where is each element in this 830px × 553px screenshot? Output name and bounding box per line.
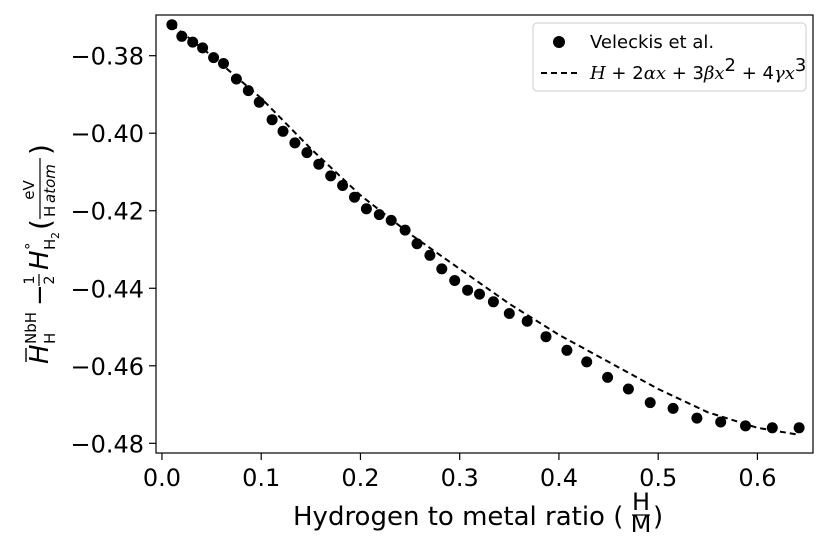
y-label-unit-den-italic: atom [41,164,59,203]
data-point [187,36,199,48]
y-label-symbol: H [25,344,55,364]
y-label-half-den: 2 [42,276,58,285]
legend-fit-part-4: + 4 [736,63,774,84]
data-point [540,331,552,343]
data-point [385,214,397,226]
data-point [218,58,229,69]
plot-frame [155,14,814,454]
y-label-half-num: 1 [22,276,38,285]
data-point [411,238,423,250]
legend-box [532,22,807,92]
x-tick-label: 0.0 [143,464,181,492]
data-point [166,19,178,31]
x-axis-title-frac-num: H [632,488,650,516]
y-tick-label: −0.40 [70,120,144,148]
data-point [715,416,727,428]
data-point [644,397,656,409]
data-point [337,180,349,191]
y-label-superscript: NbH [22,312,40,344]
x-tick-label: 0.5 [639,464,677,492]
data-point [277,125,289,137]
x-axis-title: Hydrogen to metal ratio ( H M ) [293,488,663,538]
data-point [230,73,242,85]
y-tick-label: −0.38 [70,43,144,71]
data-point [602,371,614,383]
data-point [667,402,679,414]
y-label-paren-open: ( [24,219,57,230]
data-point [208,52,220,64]
data-point [622,383,634,395]
y-tick-label: −0.44 [70,275,144,303]
data-point [487,296,499,308]
legend-fit-part-exp3: 3 [795,55,806,76]
data-point [301,147,313,159]
data-point [474,288,485,300]
y-label-superscript2: ° [22,243,40,251]
legend-fit-part-gx: γx [774,63,795,84]
data-point [399,224,411,236]
y-label-symbol2: H [25,250,55,270]
data-point [462,284,474,296]
y-label-subscript2-index: 2 [49,232,62,239]
x-tick-label: 0.1 [242,464,280,492]
legend: Veleckis et al. H + 2αx + 3βx2 + 4γx3 [532,22,807,92]
data-point [691,412,703,424]
legend-label-scatter: Veleckis et al. [590,32,714,53]
data-point [740,420,751,432]
data-point [360,203,372,215]
x-tick-label: 0.4 [540,464,578,492]
data-point [436,263,448,275]
y-axis-ticks: −0.38 −0.40 −0.42 −0.44 −0.46 −0.48 [70,43,156,458]
y-label-unit-den-roman: H [41,206,59,217]
legend-fit-part-exp2: 2 [725,55,736,76]
data-point [581,356,593,368]
y-label-unit-num: eV [20,180,38,200]
x-axis-title-close: ) [653,502,663,532]
x-axis-ticks: 0.0 0.1 0.2 0.3 0.4 0.5 0.6 [143,453,777,492]
data-point [325,170,337,182]
data-point [424,249,436,261]
data-point [373,209,385,221]
y-tick-label: −0.48 [70,430,144,458]
scatter-series [166,19,805,434]
data-point [253,96,265,108]
data-point [289,137,301,149]
data-point [561,344,573,356]
legend-fit-part-2: + 2 [606,63,644,84]
data-point [521,315,533,327]
legend-label-fit: H + 2αx + 3βx2 + 4γx3 [589,55,806,84]
y-tick-label: −0.42 [70,198,144,226]
y-label-paren-close: ) [24,144,57,155]
y-label-subscript: H [41,333,59,344]
legend-fit-part-ax: αx [644,63,666,84]
legend-fit-part-bx: βx [703,63,725,84]
legend-fit-part-3: + 3 [666,63,704,84]
data-point [197,42,209,54]
y-axis-title: H NbH H − 1 2 H ° H 2 ( eV H atom ) [20,144,62,364]
x-axis-title-text: Hydrogen to metal ratio ( [293,502,623,532]
data-point [242,85,254,97]
data-point [176,30,188,42]
x-tick-label: 0.6 [738,464,776,492]
legend-marker-scatter [553,36,565,48]
data-point [349,191,360,203]
legend-fit-part-h: H [589,63,606,84]
x-tick-label: 0.2 [341,464,379,492]
data-point [766,422,778,434]
x-tick-label: 0.3 [441,464,479,492]
y-label-subscript2: H [41,239,59,250]
data-point [266,114,278,126]
data-point [793,422,805,434]
data-point [503,308,515,319]
data-point [313,158,325,170]
x-axis-title-frac-den: M [631,510,652,538]
y-tick-label: −0.46 [70,353,144,381]
y-label-minus: − [25,284,55,306]
data-point [449,275,461,286]
